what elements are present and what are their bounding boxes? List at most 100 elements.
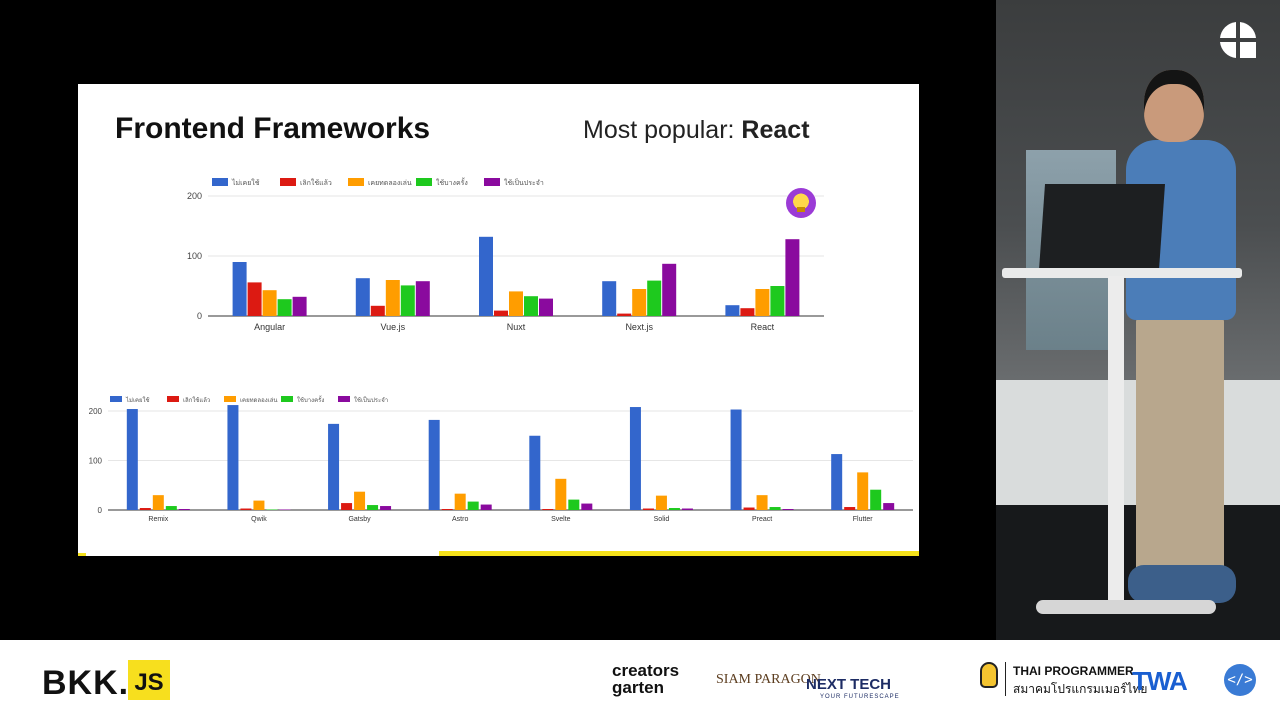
bar	[740, 308, 755, 316]
subtitle-prefix: Most popular:	[583, 116, 742, 144]
bar	[165, 506, 177, 510]
legend-label: ใช้บางครั้ง	[297, 394, 324, 404]
bar	[480, 504, 492, 510]
bar	[494, 310, 508, 316]
bar	[292, 296, 307, 316]
speaker-head	[1144, 70, 1204, 142]
bar	[870, 489, 882, 510]
legend-label: ไม่เคยใช้	[125, 396, 150, 404]
legend-label: ใช้บางครั้ง	[436, 176, 468, 187]
bar	[632, 289, 647, 316]
legend-swatch	[281, 396, 293, 402]
legend-swatch	[416, 178, 432, 186]
bar	[415, 281, 430, 316]
bar	[782, 509, 794, 510]
venue-logo-icon	[1220, 22, 1256, 58]
bar	[581, 503, 593, 510]
bar	[542, 509, 554, 510]
bar	[769, 507, 781, 510]
legend-label: เลิกใช้แล้ว	[300, 178, 332, 187]
x-tick-label: React	[751, 322, 775, 332]
bar	[178, 509, 190, 510]
subtitle-highlight: React	[741, 116, 810, 144]
y-tick-label: 0	[98, 506, 103, 515]
x-tick-label: Svelte	[551, 516, 571, 523]
bar	[785, 239, 800, 316]
y-tick-label: 200	[187, 191, 202, 201]
bar	[467, 501, 479, 510]
legend-label: เคยทดลองเล่น	[240, 397, 277, 404]
bar	[277, 299, 292, 316]
bar	[262, 290, 277, 316]
bar	[770, 286, 785, 316]
bar	[568, 499, 580, 510]
slide-progress-start	[78, 553, 86, 556]
x-tick-label: Nuxt	[507, 322, 526, 332]
slide-progress-bar	[439, 551, 919, 556]
bar	[756, 495, 768, 510]
bar	[126, 409, 138, 510]
legend-label: เลิกใช้แล้ว	[183, 396, 210, 404]
bar	[354, 491, 366, 510]
legend-swatch	[348, 178, 364, 186]
bar	[725, 305, 740, 316]
bar	[380, 506, 392, 510]
slide-subtitle: Most popular: React	[583, 116, 810, 145]
slide-title: Frontend Frameworks	[115, 112, 431, 145]
creators-line2: garten	[612, 678, 664, 697]
speaker-legs	[1136, 316, 1224, 576]
siam-paragon-logo: SIAM PARAGON	[716, 672, 821, 687]
bar	[681, 508, 693, 510]
x-tick-label: Gatsby	[348, 516, 371, 523]
bar	[341, 503, 353, 510]
legend-swatch	[110, 396, 122, 402]
bar	[428, 419, 440, 510]
bar	[629, 407, 641, 510]
presentation-stage: Frontend Frameworks Most popular: React …	[78, 0, 1280, 640]
bar	[524, 296, 538, 316]
thai-programmer-divider	[1005, 662, 1006, 696]
legend-swatch	[167, 396, 179, 402]
legend-label: ใช้เป็นประจำ	[504, 178, 544, 187]
bar	[370, 305, 385, 316]
legend-swatch	[224, 396, 236, 402]
x-tick-label: Next.js	[625, 322, 653, 332]
podium-post	[1108, 276, 1124, 606]
bar	[152, 495, 164, 510]
bar	[883, 503, 895, 510]
bar	[385, 280, 400, 316]
bar	[647, 280, 662, 316]
speaker-camera-feed	[996, 0, 1280, 640]
bar	[755, 289, 770, 316]
x-tick-label: Angular	[254, 322, 285, 332]
y-tick-label: 0	[197, 311, 202, 321]
bar	[602, 281, 617, 316]
bar	[730, 409, 742, 510]
thai-programmer-logo: THAI PROGRAMMER	[1013, 664, 1134, 678]
bar	[454, 493, 466, 510]
bar	[266, 509, 278, 511]
bar	[232, 262, 247, 316]
bar	[831, 454, 843, 510]
bar	[662, 263, 677, 316]
js-badge: JS	[128, 660, 170, 700]
bar	[240, 508, 252, 510]
x-tick-label: Qwik	[251, 516, 267, 523]
legend-swatch	[338, 396, 350, 402]
legend-swatch	[484, 178, 500, 186]
bar	[279, 509, 291, 511]
bar	[247, 282, 262, 316]
x-tick-label: Astro	[452, 516, 468, 523]
bar	[227, 405, 239, 510]
y-tick-label: 200	[89, 407, 103, 416]
bar	[642, 508, 654, 510]
bar	[479, 236, 493, 316]
chart-other-frameworks: ไม่เคยใช้ เลิกใช้แล้ว เคยทดลองเล่น ใช้บางคร…	[89, 394, 913, 523]
bar	[355, 278, 370, 316]
bar	[655, 495, 667, 510]
bar	[857, 472, 869, 510]
bar	[509, 291, 523, 316]
bar	[400, 285, 415, 316]
bar	[253, 500, 265, 510]
bar	[668, 508, 680, 510]
